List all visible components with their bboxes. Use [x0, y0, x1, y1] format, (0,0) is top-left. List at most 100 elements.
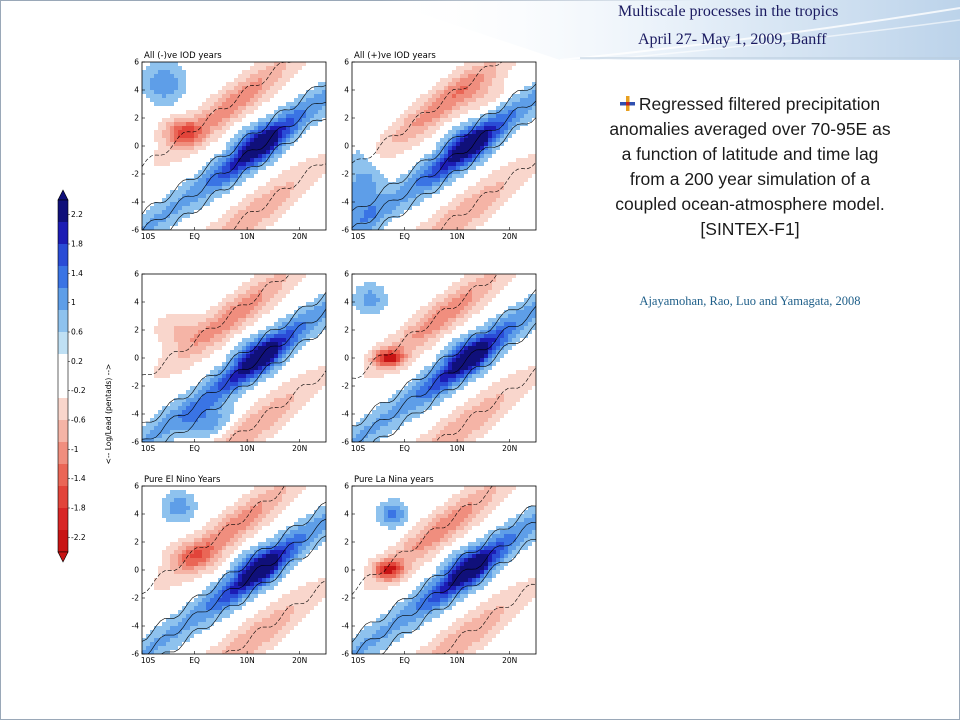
heatmap-cell [448, 226, 453, 230]
heatmap-cell [436, 154, 441, 159]
heatmap-cell [504, 82, 509, 87]
heatmap-cell [436, 198, 441, 203]
heatmap-cell [158, 150, 163, 155]
heatmap-cell [488, 202, 493, 207]
heatmap-cell [310, 106, 315, 111]
heatmap-cell [508, 174, 513, 179]
heatmap-cell [190, 118, 195, 123]
heatmap-cell [302, 218, 307, 223]
heatmap-cell [214, 326, 219, 331]
heatmap-cell [384, 130, 389, 135]
heatmap-cell [484, 158, 489, 163]
heatmap-cell [150, 150, 155, 155]
heatmap-cell [468, 214, 473, 219]
heatmap-cell [186, 286, 191, 291]
heatmap-cell [182, 390, 187, 395]
heatmap-cell [142, 186, 147, 191]
heatmap-cell [214, 170, 219, 175]
heatmap-cell [198, 74, 203, 79]
heatmap-cell [174, 342, 179, 347]
heatmap-cell [508, 222, 513, 227]
heatmap-cell [440, 218, 445, 223]
heatmap-cell [396, 218, 401, 223]
heatmap-cell [218, 398, 223, 403]
heatmap-cell [162, 198, 167, 203]
heatmap-cell [218, 322, 223, 327]
heatmap-cell [456, 214, 461, 219]
heatmap-cell [230, 170, 235, 175]
heatmap-cell [504, 146, 509, 151]
heatmap-cell [166, 94, 171, 99]
heatmap-cell [230, 434, 235, 439]
heatmap-cell [440, 166, 445, 171]
heatmap-cell [254, 110, 259, 115]
heatmap-cell [226, 354, 231, 359]
heatmap-cell [520, 202, 525, 207]
heatmap-cell [440, 70, 445, 75]
heatmap-cell [404, 174, 409, 179]
heatmap-cell [476, 110, 481, 115]
heatmap-cell [250, 110, 255, 115]
heatmap-cell [496, 218, 501, 223]
heatmap-cell [190, 134, 195, 139]
heatmap-cell [250, 186, 255, 191]
heatmap-cell [440, 222, 445, 227]
heatmap-cell [186, 274, 191, 279]
heatmap-cell [226, 198, 231, 203]
heatmap-cell [404, 86, 409, 91]
heatmap-cell [380, 150, 385, 155]
heatmap-cell [198, 98, 203, 103]
heatmap-cell [480, 178, 485, 183]
heatmap-cell [250, 90, 255, 95]
heatmap-cell [190, 366, 195, 371]
heatmap-cell [182, 426, 187, 431]
heatmap-cell [532, 90, 536, 95]
heatmap-cell [206, 310, 211, 315]
heatmap-cell [166, 118, 171, 123]
heatmap-cell [424, 62, 429, 67]
heatmap-cell [384, 186, 389, 191]
heatmap-cell [158, 90, 163, 95]
heatmap-cell [472, 154, 477, 159]
heatmap-cell [146, 222, 151, 227]
heatmap-cell [298, 66, 303, 71]
heatmap-cell [162, 82, 167, 87]
heatmap-cell [352, 178, 357, 183]
heatmap-cell [258, 202, 263, 207]
heatmap-cell [436, 166, 441, 171]
heatmap-cell [468, 62, 473, 67]
heatmap-cell [476, 122, 481, 127]
heatmap-cell [528, 182, 533, 187]
heatmap-cell [170, 210, 175, 215]
heatmap-cell [440, 138, 445, 143]
heatmap-cell [150, 78, 155, 83]
heatmap-cell [214, 354, 219, 359]
heatmap-cell [206, 118, 211, 123]
heatmap-cell [368, 202, 373, 207]
heatmap-cell [214, 286, 219, 291]
heatmap-cell [480, 106, 485, 111]
heatmap-cell [210, 434, 215, 439]
heatmap-cell [154, 390, 159, 395]
heatmap-cell [294, 126, 299, 131]
heatmap-cell [178, 74, 183, 79]
heatmap-cell [174, 126, 179, 131]
heatmap-cell [162, 274, 167, 279]
heatmap-cell [154, 318, 159, 323]
heatmap-cell [408, 142, 413, 147]
heatmap-cell [202, 218, 207, 223]
heatmap-cell [388, 70, 393, 75]
heatmap-cell [286, 178, 291, 183]
heatmap-cell [198, 134, 203, 139]
heatmap-cell [218, 126, 223, 131]
heatmap-cell [520, 86, 525, 91]
heatmap-cell [270, 82, 275, 87]
heatmap-cell [142, 130, 147, 135]
heatmap-cell [416, 178, 421, 183]
heatmap-cell [444, 126, 449, 131]
heatmap-cell [150, 334, 155, 339]
heatmap-cell [154, 210, 159, 215]
heatmap-cell [146, 194, 151, 199]
heatmap-cell [528, 202, 533, 207]
heatmap-cell [206, 346, 211, 351]
